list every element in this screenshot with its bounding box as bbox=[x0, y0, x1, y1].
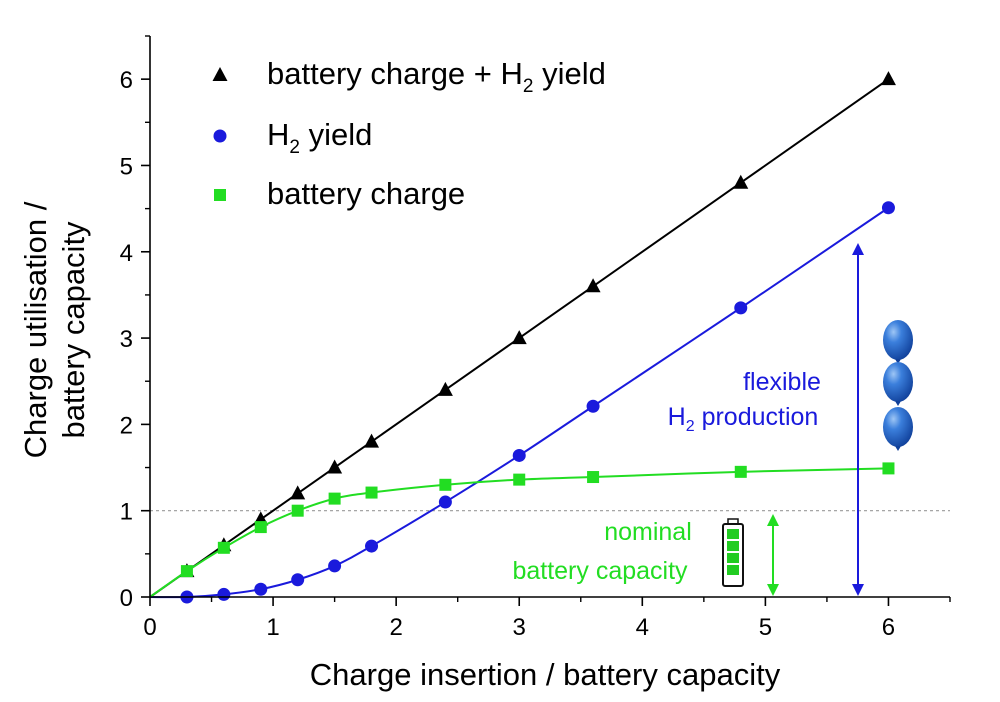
y-tick-label: 6 bbox=[120, 67, 133, 94]
data-point-battery bbox=[254, 521, 267, 534]
data-point-h2 bbox=[217, 587, 231, 601]
data-point-h2 bbox=[291, 573, 305, 587]
data-point-battery bbox=[291, 504, 304, 517]
flexible-label-subscript: 2 bbox=[686, 418, 695, 435]
data-point-total bbox=[290, 485, 306, 500]
series-total bbox=[149, 71, 896, 598]
flexible-label-tail: production bbox=[695, 403, 819, 431]
series-layer bbox=[149, 71, 896, 604]
legend-label-total: battery charge + H2 yield bbox=[267, 56, 606, 97]
y-ticks: 0 1 2 3 4 5 6 bbox=[120, 35, 150, 612]
x-tick-label: 1 bbox=[266, 614, 279, 641]
data-point-battery bbox=[439, 478, 452, 491]
legend-item-battery: battery charge bbox=[214, 176, 465, 211]
legend-label-main: battery charge + H bbox=[267, 56, 523, 91]
legend-marker-battery bbox=[214, 189, 226, 201]
data-point-h2 bbox=[365, 539, 379, 553]
annotations: flexible H2 production nominal battery c… bbox=[512, 243, 913, 596]
flexible-label-h: H bbox=[668, 403, 686, 431]
y-tick-label: 2 bbox=[120, 412, 133, 439]
legend-label-tail: yield bbox=[300, 117, 372, 152]
data-point-battery bbox=[180, 565, 193, 578]
x-tick-label: 5 bbox=[759, 614, 772, 641]
data-point-battery bbox=[328, 492, 341, 505]
x-tick-label: 3 bbox=[513, 614, 526, 641]
data-point-battery bbox=[587, 471, 600, 484]
y-tick-label: 5 bbox=[120, 153, 133, 180]
data-point-h2 bbox=[512, 448, 526, 462]
data-point-battery bbox=[217, 541, 230, 554]
y-tick-label: 0 bbox=[120, 585, 133, 612]
data-point-h2 bbox=[328, 559, 342, 573]
data-point-total bbox=[327, 459, 343, 474]
y-tick-label: 3 bbox=[120, 326, 133, 353]
data-point-h2 bbox=[586, 399, 600, 413]
series-battery bbox=[149, 462, 895, 598]
nominal-label-line2: battery capacity bbox=[512, 557, 688, 585]
data-point-total bbox=[364, 433, 380, 448]
y-tick-label: 1 bbox=[120, 499, 133, 526]
data-point-h2 bbox=[881, 201, 895, 215]
x-tick-label: 0 bbox=[143, 614, 156, 641]
data-point-total bbox=[733, 174, 749, 189]
data-point-h2 bbox=[734, 301, 748, 315]
legend-label-battery: battery charge bbox=[267, 176, 465, 211]
legend-marker-total bbox=[212, 67, 228, 81]
legend-label-main: battery charge bbox=[267, 176, 465, 211]
flexible-label-line2: H2 production bbox=[668, 403, 819, 435]
data-point-battery bbox=[882, 462, 895, 475]
data-point-total bbox=[880, 71, 896, 86]
flexible-label-line1: flexible bbox=[743, 368, 821, 396]
data-point-battery bbox=[513, 473, 526, 486]
data-point-total bbox=[511, 330, 527, 345]
data-point-h2 bbox=[438, 495, 452, 509]
x-tick-label: 4 bbox=[636, 614, 649, 641]
y-axis-label-line1: Charge utilisation / bbox=[18, 201, 53, 458]
x-tick-label: 2 bbox=[389, 614, 402, 641]
legend-item-h2: H2 yield bbox=[213, 117, 372, 158]
data-point-total bbox=[437, 381, 453, 396]
legend-marker-h2 bbox=[213, 129, 227, 143]
legend-label-subscript: 2 bbox=[523, 76, 534, 97]
balloon-icon bbox=[883, 320, 913, 364]
data-point-battery bbox=[365, 486, 378, 499]
x-tick-label: 6 bbox=[882, 614, 895, 641]
data-point-total bbox=[585, 278, 601, 293]
battery-icon bbox=[722, 518, 744, 587]
axes: 0 1 2 3 4 5 6 0 1 2 3 4 5 6 bbox=[120, 35, 951, 641]
legend-label-subscript: 2 bbox=[289, 137, 300, 158]
data-point-h2 bbox=[254, 582, 268, 596]
legend-item-total: battery charge + H2 yield bbox=[212, 56, 606, 97]
legend-label-main: H bbox=[267, 117, 289, 152]
nominal-label-line1: nominal bbox=[604, 518, 692, 546]
series-h2 bbox=[149, 201, 895, 604]
legend-label-tail: yield bbox=[533, 56, 605, 91]
x-ticks: 0 1 2 3 4 5 6 bbox=[143, 597, 951, 641]
y-axis-label-line2: battery capacity bbox=[56, 221, 91, 439]
data-point-battery bbox=[734, 465, 747, 478]
x-axis-label: Charge insertion / battery capacity bbox=[310, 657, 781, 692]
y-tick-label: 4 bbox=[120, 240, 133, 267]
balloon-icon bbox=[883, 407, 913, 451]
balloon-icon bbox=[883, 362, 913, 406]
legend-label-h2: H2 yield bbox=[267, 117, 372, 158]
